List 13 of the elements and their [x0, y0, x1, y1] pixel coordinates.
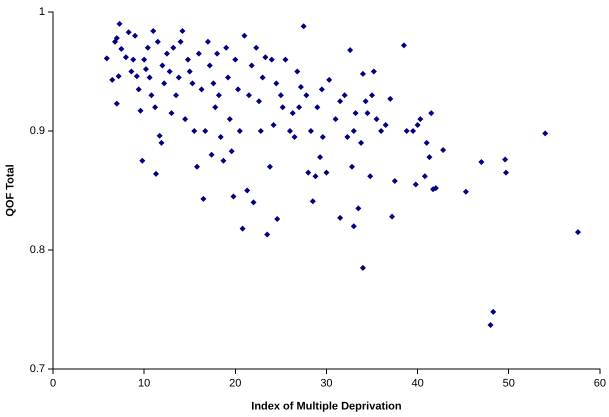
x-tick-label: 20 — [229, 378, 242, 390]
x-tick-label: 40 — [411, 378, 424, 390]
y-tick-label: 1 — [38, 6, 45, 18]
x-tick-label: 50 — [502, 378, 515, 390]
x-tick-label: 30 — [320, 378, 333, 390]
y-tick-label: 0.9 — [30, 125, 45, 138]
x-axis-title: Index of Multiple Deprivation — [251, 400, 402, 412]
x-tick-label: 10 — [138, 378, 150, 390]
x-tick-label: 60 — [594, 378, 606, 390]
y-tick-label: 0.7 — [30, 363, 45, 376]
y-axis-title: QOF Total — [4, 164, 17, 217]
x-tick-label: 0 — [50, 378, 56, 390]
y-tick-label: 0.8 — [30, 244, 45, 256]
